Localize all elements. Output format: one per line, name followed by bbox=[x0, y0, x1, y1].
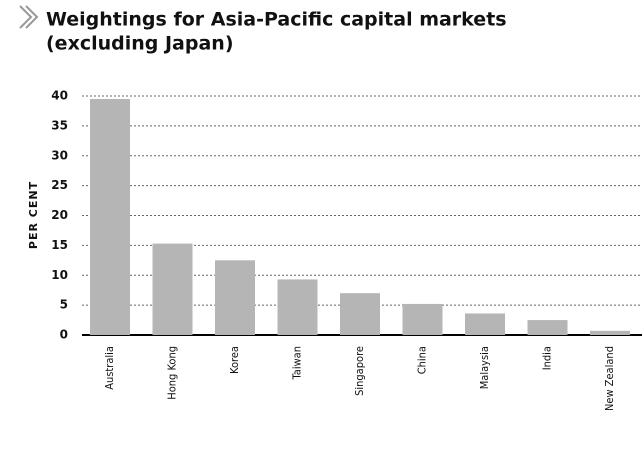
y-tick-label: 40 bbox=[51, 89, 68, 103]
x-tick-label: China bbox=[416, 346, 429, 374]
title-icon bbox=[19, 5, 39, 29]
chart-title: Weightings for Asia-Pacific capital mark… bbox=[46, 9, 507, 31]
bar bbox=[402, 303, 443, 335]
bar bbox=[340, 293, 380, 335]
x-tick-label: Hong Kong bbox=[166, 346, 179, 400]
y-tick-label: 35 bbox=[51, 118, 68, 132]
y-tick-label: 10 bbox=[51, 268, 68, 282]
y-tick-label: 0 bbox=[60, 328, 68, 342]
y-tick-label: 5 bbox=[60, 298, 68, 312]
x-tick-label: Malaysia bbox=[478, 346, 491, 389]
bar bbox=[527, 320, 568, 335]
x-tick-label: Korea bbox=[228, 346, 241, 374]
x-tick-label: Taiwan bbox=[291, 346, 304, 380]
y-tick-label: 25 bbox=[51, 178, 68, 192]
x-tick-label: Singapore bbox=[353, 346, 366, 396]
chart-title: (excluding Japan) bbox=[46, 33, 234, 55]
x-tick-label: Australia bbox=[103, 346, 116, 390]
bar bbox=[215, 260, 255, 335]
x-tick-label: New Zealand bbox=[603, 346, 616, 411]
y-tick-label: 20 bbox=[51, 208, 68, 222]
y-tick-label: 15 bbox=[51, 238, 68, 252]
y-tick-label: 30 bbox=[51, 148, 68, 162]
bar bbox=[152, 243, 193, 335]
y-axis-label: PER CENT bbox=[27, 181, 40, 249]
x-tick-label: India bbox=[541, 346, 554, 370]
bar bbox=[90, 98, 130, 335]
bar bbox=[465, 313, 505, 335]
bar bbox=[590, 330, 630, 335]
bar bbox=[277, 279, 318, 335]
